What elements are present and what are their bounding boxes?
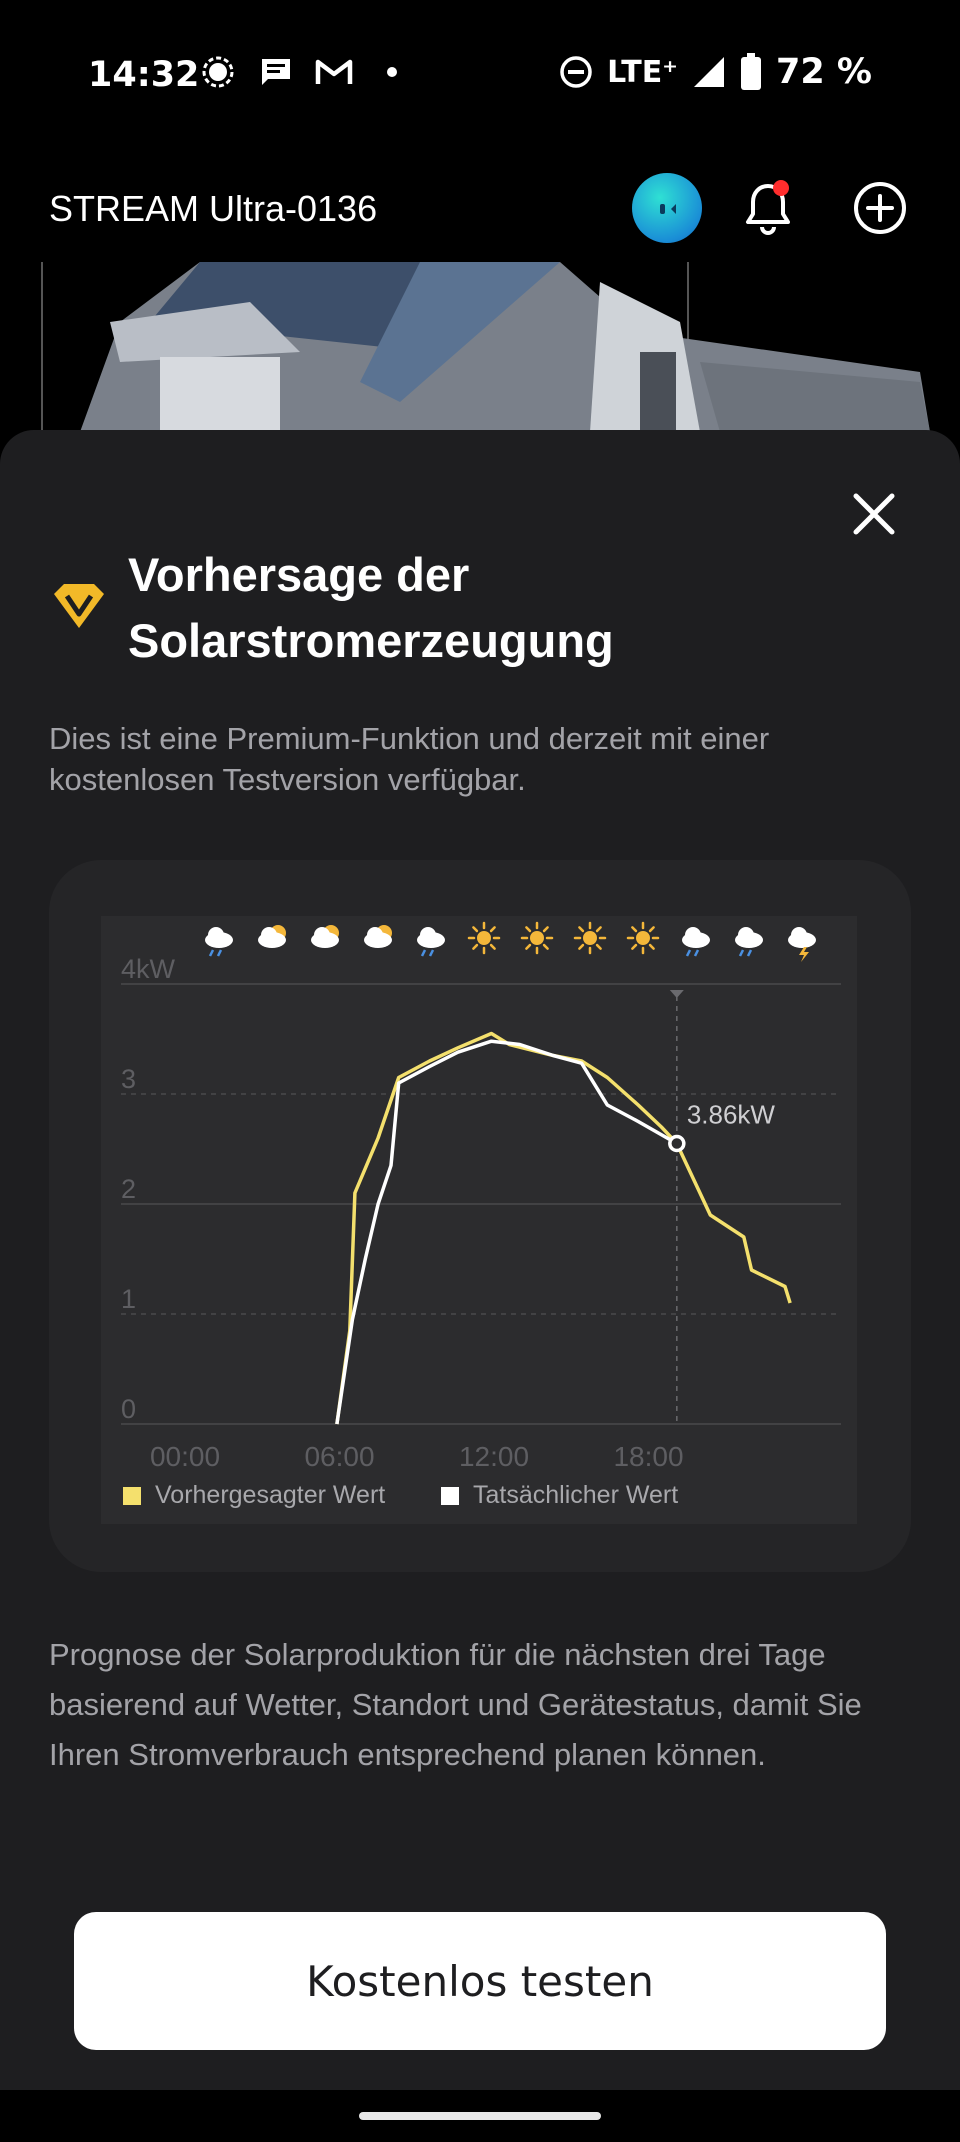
forecast-series-line (335, 1031, 792, 1425)
status-system-icons: LTE⁺ 72 % (559, 52, 872, 92)
home-gesture-handle[interactable] (359, 2112, 601, 2120)
forecast-chart-card: 0 1 2 3 4kW 00:00 06:00 12:00 18:00 3.86kW Vorherg… (49, 860, 911, 1572)
y-tick-label: 2 (121, 1174, 136, 1204)
legend-label: Tatsächlicher Wert (473, 1481, 678, 1509)
battery-icon (741, 53, 762, 90)
sun-icon (520, 921, 554, 955)
house-image (0, 262, 960, 432)
rain-cloud-icon (735, 927, 763, 957)
close-icon[interactable] (850, 490, 898, 538)
rain-cloud-icon (682, 927, 710, 957)
status-bar: 14:32 LTE⁺ 72 % (0, 0, 960, 150)
dot-icon (372, 52, 412, 92)
y-tick-label: 3 (121, 1064, 136, 1094)
x-tick-label: 12:00 (459, 1441, 529, 1472)
sun-icon (573, 921, 607, 955)
chart-cursor-value: 3.86kW (687, 1100, 776, 1130)
actual-series-line (335, 1039, 678, 1425)
premium-description: Dies ist eine Premium-Funktion und derze… (49, 721, 770, 797)
premium-sheet: Vorhersage der Solarstromerzeugung Dies … (0, 430, 960, 2090)
forecast-chart[interactable]: 0 1 2 3 4kW 00:00 06:00 12:00 18:00 3.86kW Vorherg… (101, 916, 857, 1524)
y-tick-label: 1 (121, 1284, 136, 1314)
notification-dot (773, 180, 789, 196)
legend-swatch (123, 1487, 141, 1505)
network-type: LTE⁺ (607, 54, 679, 90)
signal-app-icon (198, 52, 238, 92)
y-tick-label: 4kW (121, 954, 176, 984)
add-circle-icon[interactable] (852, 180, 908, 236)
x-tick-label: 18:00 (613, 1441, 683, 1472)
gmail-icon (314, 52, 354, 92)
x-tick-label: 00:00 (150, 1441, 220, 1472)
sun-icon (467, 921, 501, 955)
x-tick-label: 06:00 (304, 1441, 374, 1472)
forecast-info-text: Prognose der Solarproduktion für die näc… (49, 1637, 862, 1772)
app-header: STREAM Ultra-0136 (0, 150, 960, 262)
chart-cursor-point (668, 1134, 686, 1153)
forecast-chart-svg: 0 1 2 3 4kW 00:00 06:00 12:00 18:00 3.86kW Vorherg… (121, 921, 841, 1509)
partly-cloudy-icon (364, 925, 392, 948)
chart-cursor-marker (669, 990, 684, 998)
thunder-cloud-icon (788, 927, 816, 962)
status-notification-icons (198, 52, 412, 92)
premium-badge-icon (50, 582, 108, 632)
assistant-icon[interactable] (632, 173, 702, 243)
partly-cloudy-icon (311, 925, 339, 948)
y-tick-label: 0 (121, 1394, 136, 1424)
navigation-bar (0, 2090, 960, 2142)
rain-cloud-icon (417, 927, 445, 957)
sheet-title: Vorhersage der Solarstromerzeugung (128, 548, 614, 667)
partly-cloudy-icon (258, 925, 286, 948)
device-title: STREAM Ultra-0136 (49, 188, 378, 229)
network-icon (694, 57, 725, 87)
bell-icon[interactable] (740, 178, 796, 238)
rain-cloud-icon (205, 927, 233, 957)
battery-percent: 72 % (776, 52, 872, 92)
message-icon (256, 52, 296, 92)
dnd-icon (560, 56, 592, 88)
free-trial-button[interactable]: Kostenlos testen (74, 1912, 886, 2050)
status-time: 14:32 (88, 55, 200, 95)
legend-swatch (441, 1487, 459, 1505)
legend-label: Vorhergesagter Wert (155, 1481, 385, 1509)
sun-icon (626, 921, 660, 955)
